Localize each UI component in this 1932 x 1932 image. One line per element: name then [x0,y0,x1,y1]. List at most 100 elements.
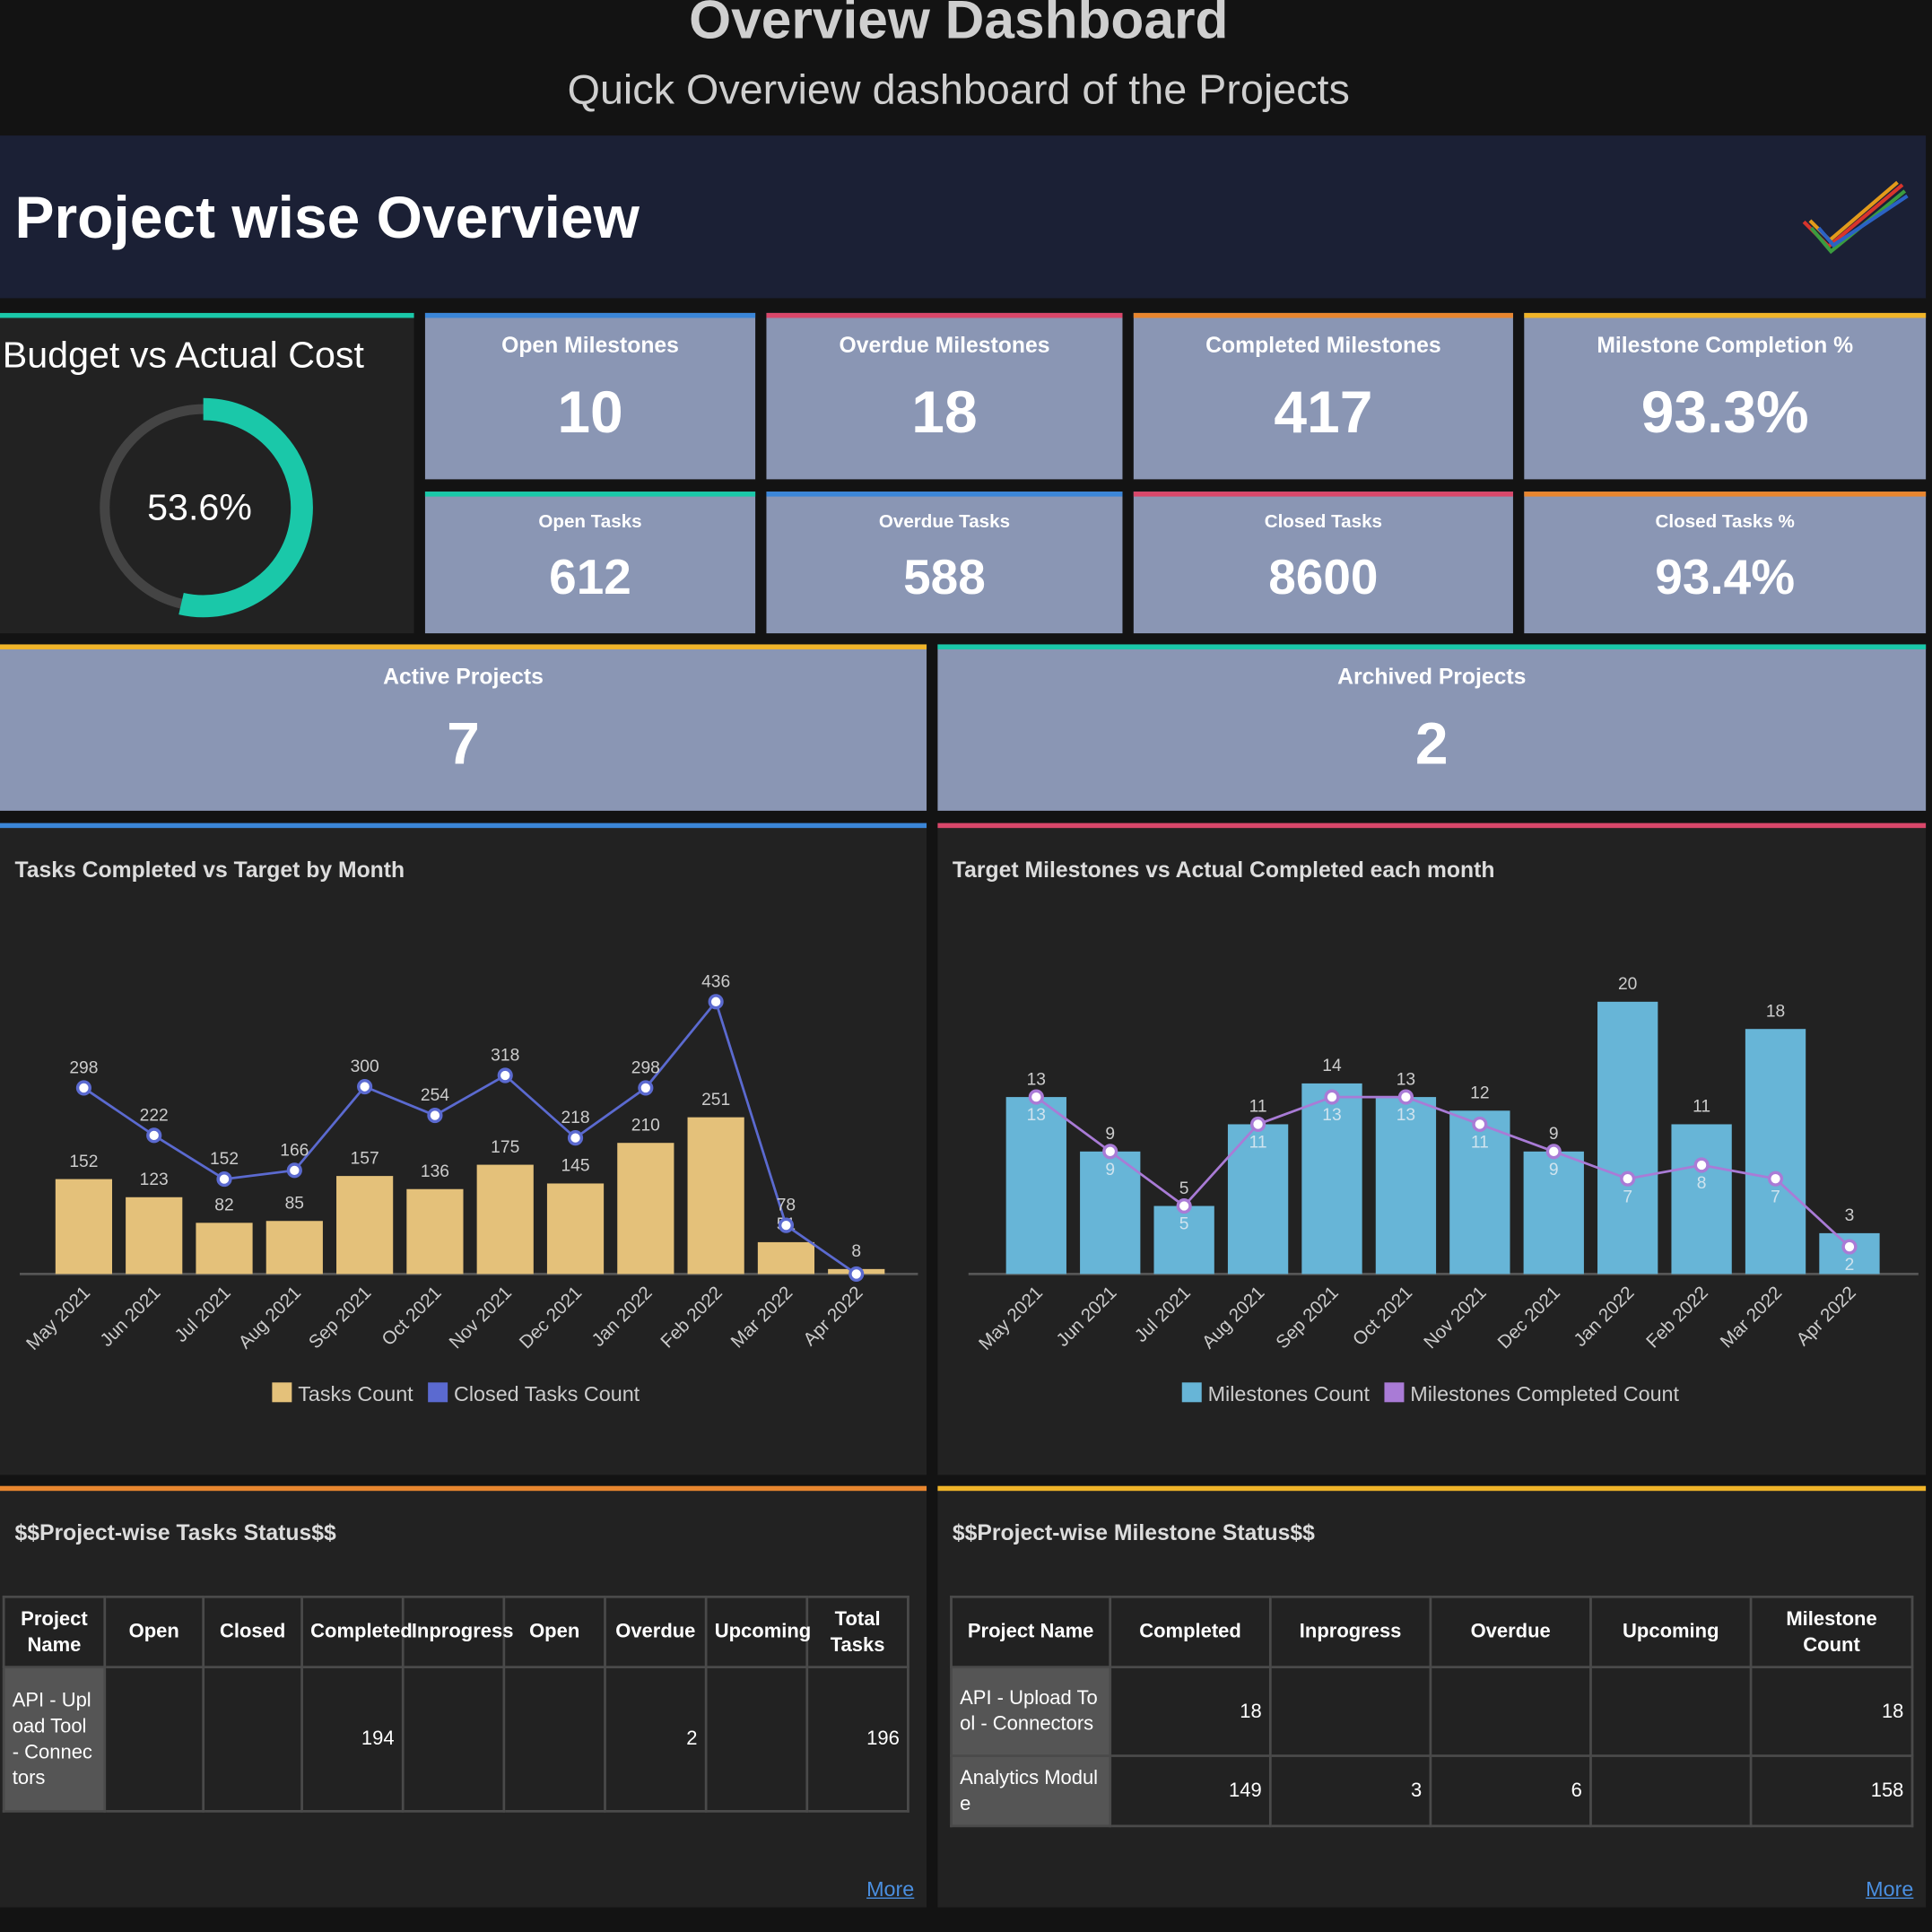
bar-value-label: 210 [631,1116,660,1135]
bar [126,1197,183,1275]
more-link[interactable]: More [866,1877,915,1902]
chart: 1521238285157136175145210251518298222152… [19,972,918,1405]
table-cell: 2 [604,1666,708,1813]
line-point [849,1266,865,1283]
legend: Milestones Count Milestones Completed Cou… [1181,1382,1680,1405]
project-value: 7 [447,712,480,778]
x-tick-label: Aug 2021 [1198,1283,1269,1353]
table-cell: 18 [1109,1666,1272,1757]
dashboard-subtitle: Quick Overview dashboard of the Projects [567,66,1350,114]
header-cell: Overdue [604,1595,708,1669]
bar [546,1183,605,1275]
bar-value-label: 5 [1179,1179,1189,1198]
table-panel: $$Project-wise Tasks Status$$ Project Nam… [0,1485,927,1908]
x-tick-label: Mar 2022 [727,1283,796,1353]
x-tick-label: Jul 2021 [1131,1283,1195,1346]
header-row: Project Name Completed Inprogress Overdue Up… [950,1595,1914,1669]
line-point [1028,1089,1044,1105]
bar [1153,1205,1214,1275]
line-point [1693,1157,1710,1173]
bar-value-label: 9 [1549,1125,1559,1144]
table-cell [1429,1666,1592,1757]
table-cell [401,1666,506,1813]
line [83,998,857,1275]
chart-panel: Target Milestones vs Actual Completed ea… [937,822,1927,1475]
more-link[interactable]: More [1866,1877,1914,1902]
project-tile: Archived Projects 2 [937,644,1927,811]
line-point [567,1130,584,1146]
table-cell: 196 [805,1666,909,1813]
kpi-tile: Overdue Tasks 588 [766,492,1123,634]
x-tick-label: Dec 2021 [516,1283,587,1353]
kpi-value: 588 [903,551,986,605]
data-table: Project Name Open Closed Completed Inprogres… [2,1595,909,1813]
line-point [638,1080,654,1096]
bar [55,1179,113,1275]
table-cell [1589,1666,1753,1757]
header-cell: Open [502,1595,606,1669]
line-value-label: 9 [1105,1161,1115,1179]
bar-value-label: 85 [285,1195,304,1214]
line-point [1620,1171,1636,1187]
line-value-label: 13 [1397,1106,1415,1125]
table-cell [502,1666,606,1813]
line-point [1397,1089,1414,1105]
line-value-label: 8 [1697,1174,1707,1193]
legend-label: Milestones Count [1208,1382,1371,1405]
x-tick-label: Mar 2022 [1717,1283,1787,1353]
chart-title: Target Milestones vs Actual Completed ea… [952,857,1495,883]
kpi-tile: Open Tasks 612 [424,492,756,634]
bar-value-label: 145 [561,1157,589,1176]
line-value-label: 298 [69,1058,98,1077]
bar-value-label: 123 [140,1171,169,1189]
kpi-label: Closed Tasks % [1655,511,1795,533]
header-row: Project Name Open Closed Completed Inprogres… [2,1595,909,1669]
line-value-label: 254 [421,1086,449,1105]
bar-value-label: 3 [1845,1206,1855,1225]
table-row: Analytics Module 149 3 6 158 [950,1754,1914,1828]
line-value-label: 318 [491,1047,519,1066]
x-tick-label: Oct 2021 [1349,1283,1416,1350]
line-value-label: 300 [351,1057,379,1076]
bar [1227,1124,1289,1275]
bar [1449,1110,1510,1275]
bar-value-label: 11 [1249,1098,1267,1117]
gauge-label: 53.6% [147,487,252,528]
table-cell: 6 [1429,1754,1592,1828]
x-tick-label: Dec 2021 [1493,1283,1564,1353]
x-tick-label: Nov 2021 [1420,1283,1491,1353]
kpi-label: Overdue Tasks [878,511,1011,533]
table-cell [103,1666,205,1813]
bar [1080,1151,1141,1275]
line-value-label: 7 [1771,1188,1780,1206]
project-label: Archived Projects [1337,664,1527,689]
header-cell: Milestone Count [1749,1595,1914,1669]
legend-label: Milestones Completed Count [1410,1382,1679,1405]
line-value-label: 2 [1845,1256,1855,1275]
table-cell: 149 [1109,1754,1272,1828]
kpi-label: Open Milestones [501,332,679,358]
kpi-value: 10 [557,380,623,447]
banner: Project wise Overview [0,135,1927,299]
line-point [286,1162,302,1179]
line-value-label: 7 [1623,1188,1632,1206]
header-cell: Inprogress [1268,1595,1432,1669]
header-cell: Upcoming [1589,1595,1753,1669]
header-cell: Upcoming [704,1595,811,1669]
table-cell: Analytics Module [950,1754,1112,1828]
kpi-value: 93.3% [1640,380,1809,447]
x-tick-label: Jun 2021 [1052,1283,1120,1351]
x-tick-label: May 2021 [22,1283,94,1354]
table-cell: API - Upload Tool - Connectors [2,1666,107,1813]
kpi-value: 612 [549,551,631,605]
bar [1375,1097,1437,1275]
line-point [357,1078,373,1095]
x-tick-label: Apr 2022 [799,1283,866,1350]
x-tick-label: May 2021 [975,1283,1047,1354]
line-point [216,1171,232,1188]
header-cell: Completed [1109,1595,1272,1669]
line-value-label: 78 [777,1197,796,1215]
legend-swatch [1181,1382,1202,1403]
table-row: API - Upload Tool - Connectors 18 18 [950,1666,1914,1757]
line-value-label: 11 [1249,1134,1267,1153]
